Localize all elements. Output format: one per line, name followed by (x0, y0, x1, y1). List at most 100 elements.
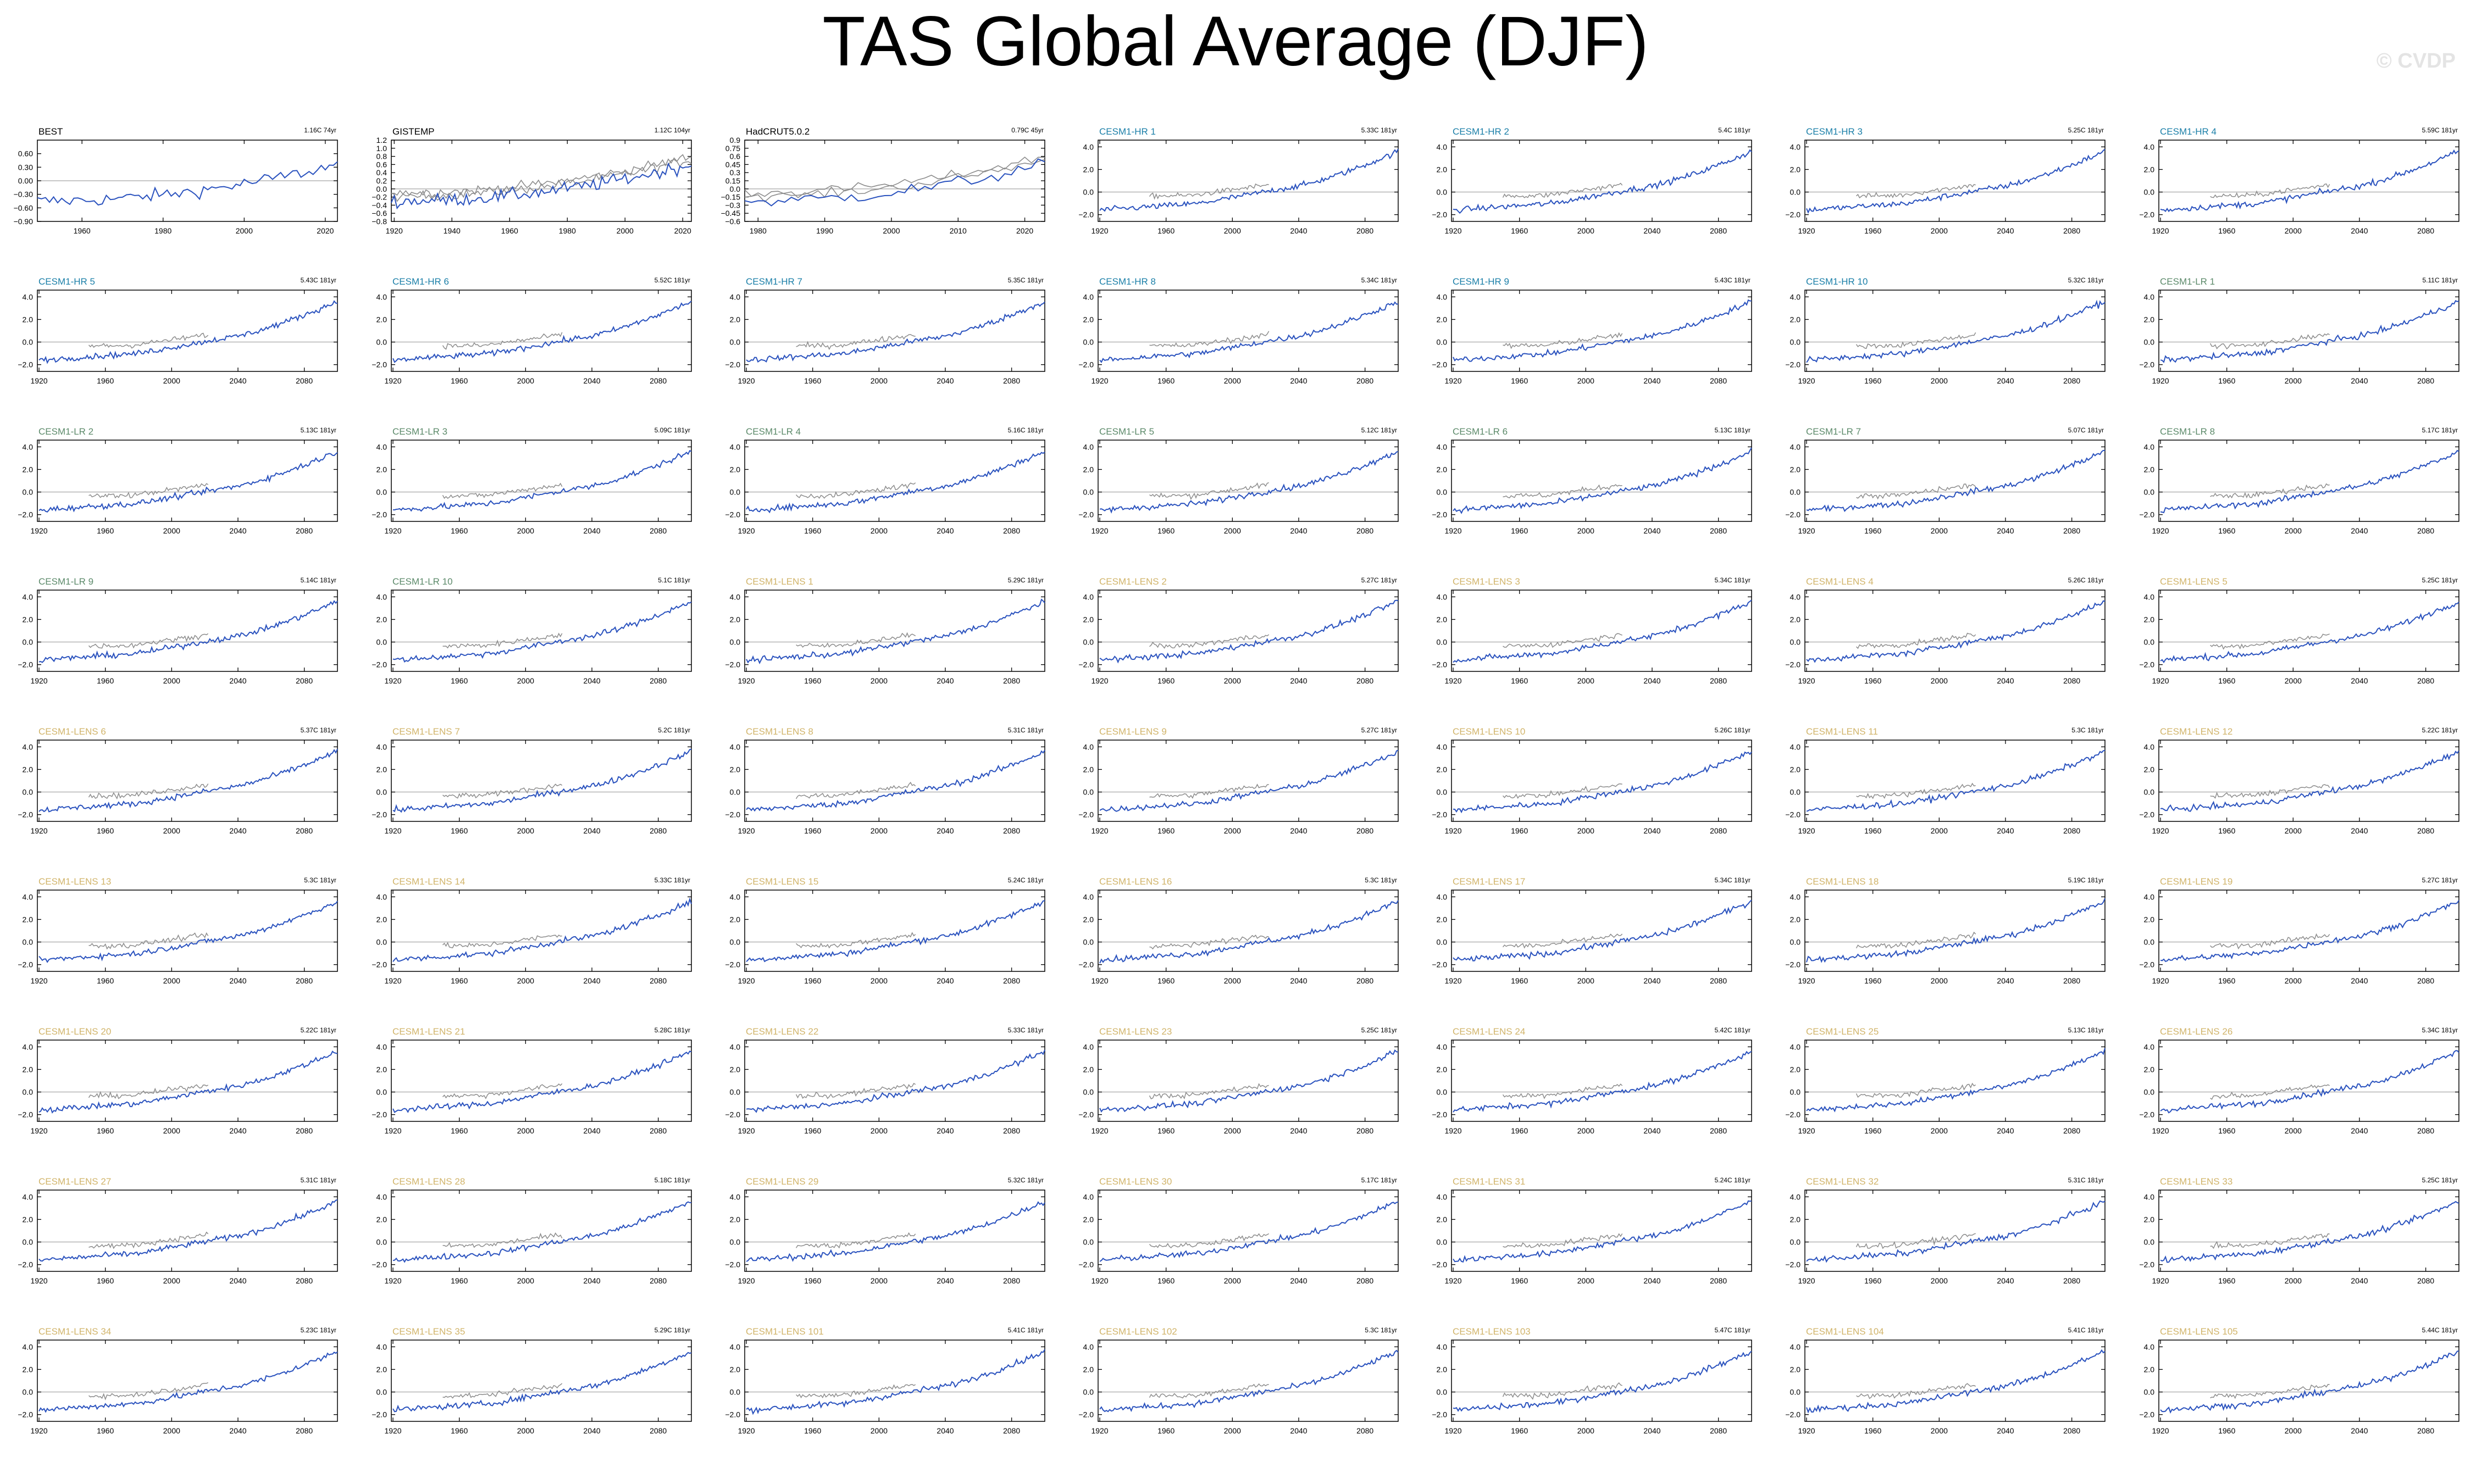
x-tick-label: 2040 (2351, 676, 2368, 685)
x-tick-label: 1960 (1511, 226, 1528, 235)
panel-title: CESM1-LENS 104 (1806, 1326, 1884, 1337)
x-tick-label: 1920 (1798, 526, 1815, 535)
panel-stat: 5.25C 181yr (2068, 126, 2104, 134)
y-tick-label: 4.0 (730, 1342, 741, 1351)
x-tick-label: 2080 (1003, 526, 1020, 535)
y-tick-label: 0.0 (1083, 338, 1094, 347)
panel-stat: 5.32C 181yr (2068, 276, 2104, 284)
y-tick-label: 0.0 (2144, 1238, 2155, 1247)
x-tick-label: 2000 (1931, 376, 1948, 385)
panel-cesm1-lr-6: CESM1-LR 6 5.13C 181yr −2.0 0.0 2.0 4.0 1920 19… (1432, 426, 1752, 535)
obs-overlay-line (795, 781, 916, 799)
y-tick-label: 2.0 (23, 915, 34, 924)
x-tick-label: 1920 (2152, 1276, 2169, 1285)
y-tick-label: 4.0 (2144, 292, 2155, 301)
model-series-line (1806, 1349, 2106, 1414)
plot-frame (37, 440, 338, 522)
y-tick-label: −2.0 (18, 960, 33, 969)
y-tick-label: 4.0 (376, 592, 387, 601)
y-tick-label: 2.0 (2144, 465, 2155, 474)
panel-stat: 5.13C 181yr (1715, 426, 1750, 434)
x-tick-label: 2040 (2351, 226, 2368, 235)
x-tick-label: 1960 (451, 376, 468, 385)
obs-overlay-line (1502, 1083, 1623, 1099)
plot-frame (37, 1040, 338, 1122)
y-tick-label: 0.60 (18, 149, 33, 158)
panel-cesm1-lens-102: CESM1-LENS 102 5.3C 181yr −2.0 0.0 2.0 4.0 192… (1078, 1326, 1399, 1435)
plot-frame (1451, 740, 1752, 822)
x-tick-label: 1960 (1864, 1126, 1881, 1135)
x-tick-label: 2040 (937, 976, 954, 985)
y-tick-label: 2.0 (1083, 1065, 1094, 1074)
y-tick-label: 2.0 (1083, 615, 1094, 624)
obs-overlay-line (442, 482, 563, 499)
y-tick-label: 4.0 (1437, 292, 1448, 301)
y-tick-label: −2.0 (1785, 1260, 1800, 1269)
y-tick-label: −2.0 (18, 510, 33, 519)
x-tick-label: 1960 (804, 826, 821, 835)
y-tick-label: 2.0 (376, 1365, 387, 1374)
y-tick-label: 0.0 (1437, 488, 1448, 497)
panel-title: CESM1-LENS 22 (746, 1026, 818, 1037)
y-tick-label: 4.0 (376, 1342, 387, 1351)
plot-frame (744, 140, 1045, 222)
x-tick-label: 1920 (384, 1276, 401, 1285)
x-tick-label: 2080 (650, 1426, 667, 1435)
x-tick-label: 1960 (1511, 826, 1528, 835)
y-tick-label: 4.0 (2144, 1042, 2155, 1051)
x-tick-label: 1920 (1798, 1276, 1815, 1285)
model-series-line (1453, 149, 1752, 214)
obs-overlay-line (2210, 784, 2330, 799)
panel-cesm1-lens-8: CESM1-LENS 8 5.31C 181yr −2.0 0.0 2.0 4.0 1920… (725, 726, 1045, 835)
obs-overlay-line (442, 1232, 563, 1248)
plot-frame (2158, 1040, 2459, 1122)
obs-series-line (744, 156, 1045, 197)
y-tick-label: −2.0 (1078, 360, 1094, 369)
model-series-line (1453, 1200, 1752, 1263)
y-tick-label: 0.0 (730, 1388, 741, 1397)
y-tick-label: −2.0 (372, 510, 387, 519)
y-tick-label: 0.0 (23, 788, 34, 797)
y-tick-label: −2.0 (725, 810, 740, 819)
y-tick-label: 0.0 (376, 185, 387, 193)
y-tick-label: 0.0 (23, 1088, 34, 1097)
y-tick-label: 0.4 (376, 168, 387, 177)
obs-overlay-line (1855, 1082, 1976, 1098)
panel-stat: 5.3C 181yr (2071, 726, 2104, 734)
y-tick-label: 0.0 (23, 938, 34, 947)
model-series-line (392, 1051, 692, 1113)
obs-overlay-line (88, 633, 209, 649)
x-tick-label: 2040 (583, 376, 600, 385)
x-tick-label: 1960 (804, 1276, 821, 1285)
model-series-line (1099, 301, 1399, 363)
watermark: © CVDP (2376, 49, 2456, 73)
x-tick-label: 1920 (2152, 1426, 2169, 1435)
x-tick-label: 2040 (1290, 376, 1307, 385)
y-tick-label: 0.15 (725, 176, 740, 185)
x-tick-label: 1960 (1157, 676, 1174, 685)
x-tick-label: 1960 (2218, 1126, 2235, 1135)
obs-overlay-line (796, 334, 916, 351)
y-tick-label: −2.0 (18, 1260, 33, 1269)
panel-stat: 5.26C 181yr (2068, 576, 2104, 584)
x-tick-label: 2040 (1643, 676, 1660, 685)
y-tick-label: 4.0 (23, 442, 34, 451)
model-series-line (746, 1049, 1045, 1113)
plot-frame (1804, 440, 2106, 522)
panel-hadcrut5-0-2: HadCRUT5.0.2 0.79C 45yr −0.6−0.45−0.3−0.15… (721, 126, 1045, 235)
plot-frame (2158, 140, 2459, 222)
x-tick-label: 2000 (163, 376, 180, 385)
panel-title: CESM1-HR 1 (1099, 126, 1156, 137)
y-tick-label: −2.0 (372, 1260, 387, 1269)
x-tick-label: 1920 (2152, 526, 2169, 535)
obs-overlay-line (442, 1083, 563, 1099)
y-tick-label: −2.0 (1078, 210, 1094, 219)
x-tick-label: 2000 (1577, 1426, 1594, 1435)
model-series-line (392, 748, 692, 813)
panel-cesm1-lr-7: CESM1-LR 7 5.07C 181yr −2.0 0.0 2.0 4.0 1920 19… (1785, 426, 2106, 535)
model-series-line (2160, 449, 2459, 514)
panel-stat: 5.24C 181yr (1008, 876, 1044, 884)
panel-cesm1-lens-11: CESM1-LENS 11 5.3C 181yr −2.0 0.0 2.0 4.0 1920… (1785, 726, 2106, 835)
x-tick-label: 1920 (30, 526, 47, 535)
y-tick-label: 4.0 (2144, 1342, 2155, 1351)
